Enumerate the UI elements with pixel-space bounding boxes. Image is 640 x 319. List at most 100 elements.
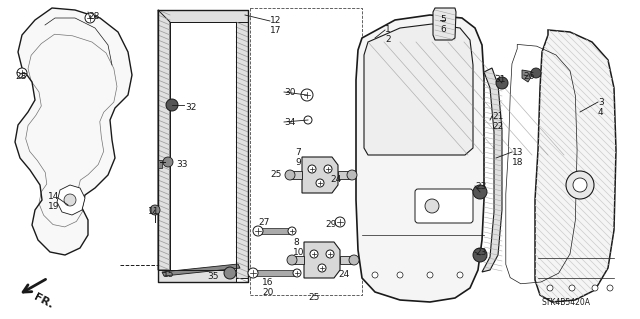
Circle shape (308, 165, 316, 173)
Circle shape (318, 264, 326, 272)
Circle shape (372, 272, 378, 278)
Text: 15: 15 (163, 270, 175, 279)
Text: 12: 12 (270, 16, 282, 25)
Text: 7: 7 (295, 148, 301, 157)
Text: 2: 2 (385, 35, 390, 44)
Circle shape (166, 99, 178, 111)
Text: 9: 9 (295, 158, 301, 167)
Text: 26: 26 (523, 72, 534, 81)
Circle shape (473, 248, 487, 262)
Polygon shape (433, 8, 456, 40)
Text: 33: 33 (176, 160, 188, 169)
Circle shape (397, 272, 403, 278)
Circle shape (310, 250, 318, 258)
Polygon shape (340, 256, 354, 264)
Circle shape (573, 178, 587, 192)
Polygon shape (338, 171, 352, 179)
Text: 3: 3 (598, 98, 604, 107)
Text: 20: 20 (262, 288, 273, 297)
Circle shape (335, 217, 345, 227)
Text: 35: 35 (207, 272, 218, 281)
Polygon shape (290, 171, 302, 179)
Text: 21: 21 (492, 112, 504, 121)
Text: 23: 23 (475, 248, 486, 257)
Text: 24: 24 (338, 270, 349, 279)
Polygon shape (292, 256, 304, 264)
Circle shape (473, 185, 487, 199)
Polygon shape (302, 157, 338, 193)
Circle shape (347, 170, 357, 180)
Text: 30: 30 (284, 88, 296, 97)
Circle shape (304, 116, 312, 124)
Text: FR.: FR. (32, 292, 55, 310)
Text: 34: 34 (284, 118, 296, 127)
Polygon shape (356, 15, 484, 302)
Polygon shape (158, 10, 248, 22)
Circle shape (224, 267, 236, 279)
Polygon shape (57, 185, 85, 215)
Text: 1: 1 (385, 25, 391, 34)
Circle shape (293, 269, 301, 277)
Text: 4: 4 (598, 108, 604, 117)
Circle shape (64, 194, 76, 206)
Text: 23: 23 (475, 182, 486, 191)
Text: 22: 22 (492, 122, 503, 131)
Circle shape (248, 268, 258, 278)
Text: 19: 19 (48, 202, 60, 211)
Circle shape (457, 272, 463, 278)
Polygon shape (158, 160, 162, 168)
Polygon shape (162, 264, 240, 276)
Polygon shape (15, 8, 132, 255)
Polygon shape (364, 24, 473, 155)
Text: 5: 5 (440, 15, 445, 24)
Text: 25: 25 (270, 170, 282, 179)
Text: 28: 28 (88, 12, 99, 21)
Text: STK4B5420A: STK4B5420A (542, 298, 591, 307)
Circle shape (531, 68, 541, 78)
Circle shape (607, 285, 613, 291)
Text: 11: 11 (148, 207, 159, 216)
FancyBboxPatch shape (415, 189, 473, 223)
Text: 27: 27 (258, 218, 269, 227)
Circle shape (301, 89, 313, 101)
Circle shape (547, 285, 553, 291)
Circle shape (349, 255, 359, 265)
Text: 25: 25 (308, 293, 319, 302)
Text: 31: 31 (494, 75, 506, 84)
Circle shape (566, 171, 594, 199)
Circle shape (316, 179, 324, 187)
Circle shape (17, 68, 27, 78)
Polygon shape (260, 228, 290, 234)
Circle shape (287, 255, 297, 265)
Circle shape (288, 227, 296, 235)
Circle shape (253, 226, 263, 236)
Circle shape (150, 205, 160, 215)
Polygon shape (522, 70, 534, 82)
Text: 18: 18 (512, 158, 524, 167)
Polygon shape (158, 10, 170, 270)
Circle shape (163, 157, 173, 167)
Polygon shape (304, 242, 340, 278)
Circle shape (569, 285, 575, 291)
Text: 29: 29 (325, 220, 337, 229)
Text: 8: 8 (293, 238, 299, 247)
Text: 28: 28 (15, 72, 26, 81)
Text: 16: 16 (262, 278, 273, 287)
Circle shape (496, 77, 508, 89)
Text: 6: 6 (440, 25, 445, 34)
Text: 14: 14 (48, 192, 60, 201)
Circle shape (592, 285, 598, 291)
Circle shape (285, 170, 295, 180)
Text: 24: 24 (330, 175, 341, 184)
Text: 32: 32 (185, 103, 196, 112)
Circle shape (326, 250, 334, 258)
Text: 10: 10 (293, 248, 305, 257)
Polygon shape (535, 30, 616, 302)
Polygon shape (482, 68, 502, 272)
Text: 17: 17 (270, 26, 282, 35)
Circle shape (427, 272, 433, 278)
Circle shape (425, 199, 439, 213)
Polygon shape (236, 22, 248, 278)
Text: 13: 13 (512, 148, 524, 157)
Circle shape (324, 165, 332, 173)
